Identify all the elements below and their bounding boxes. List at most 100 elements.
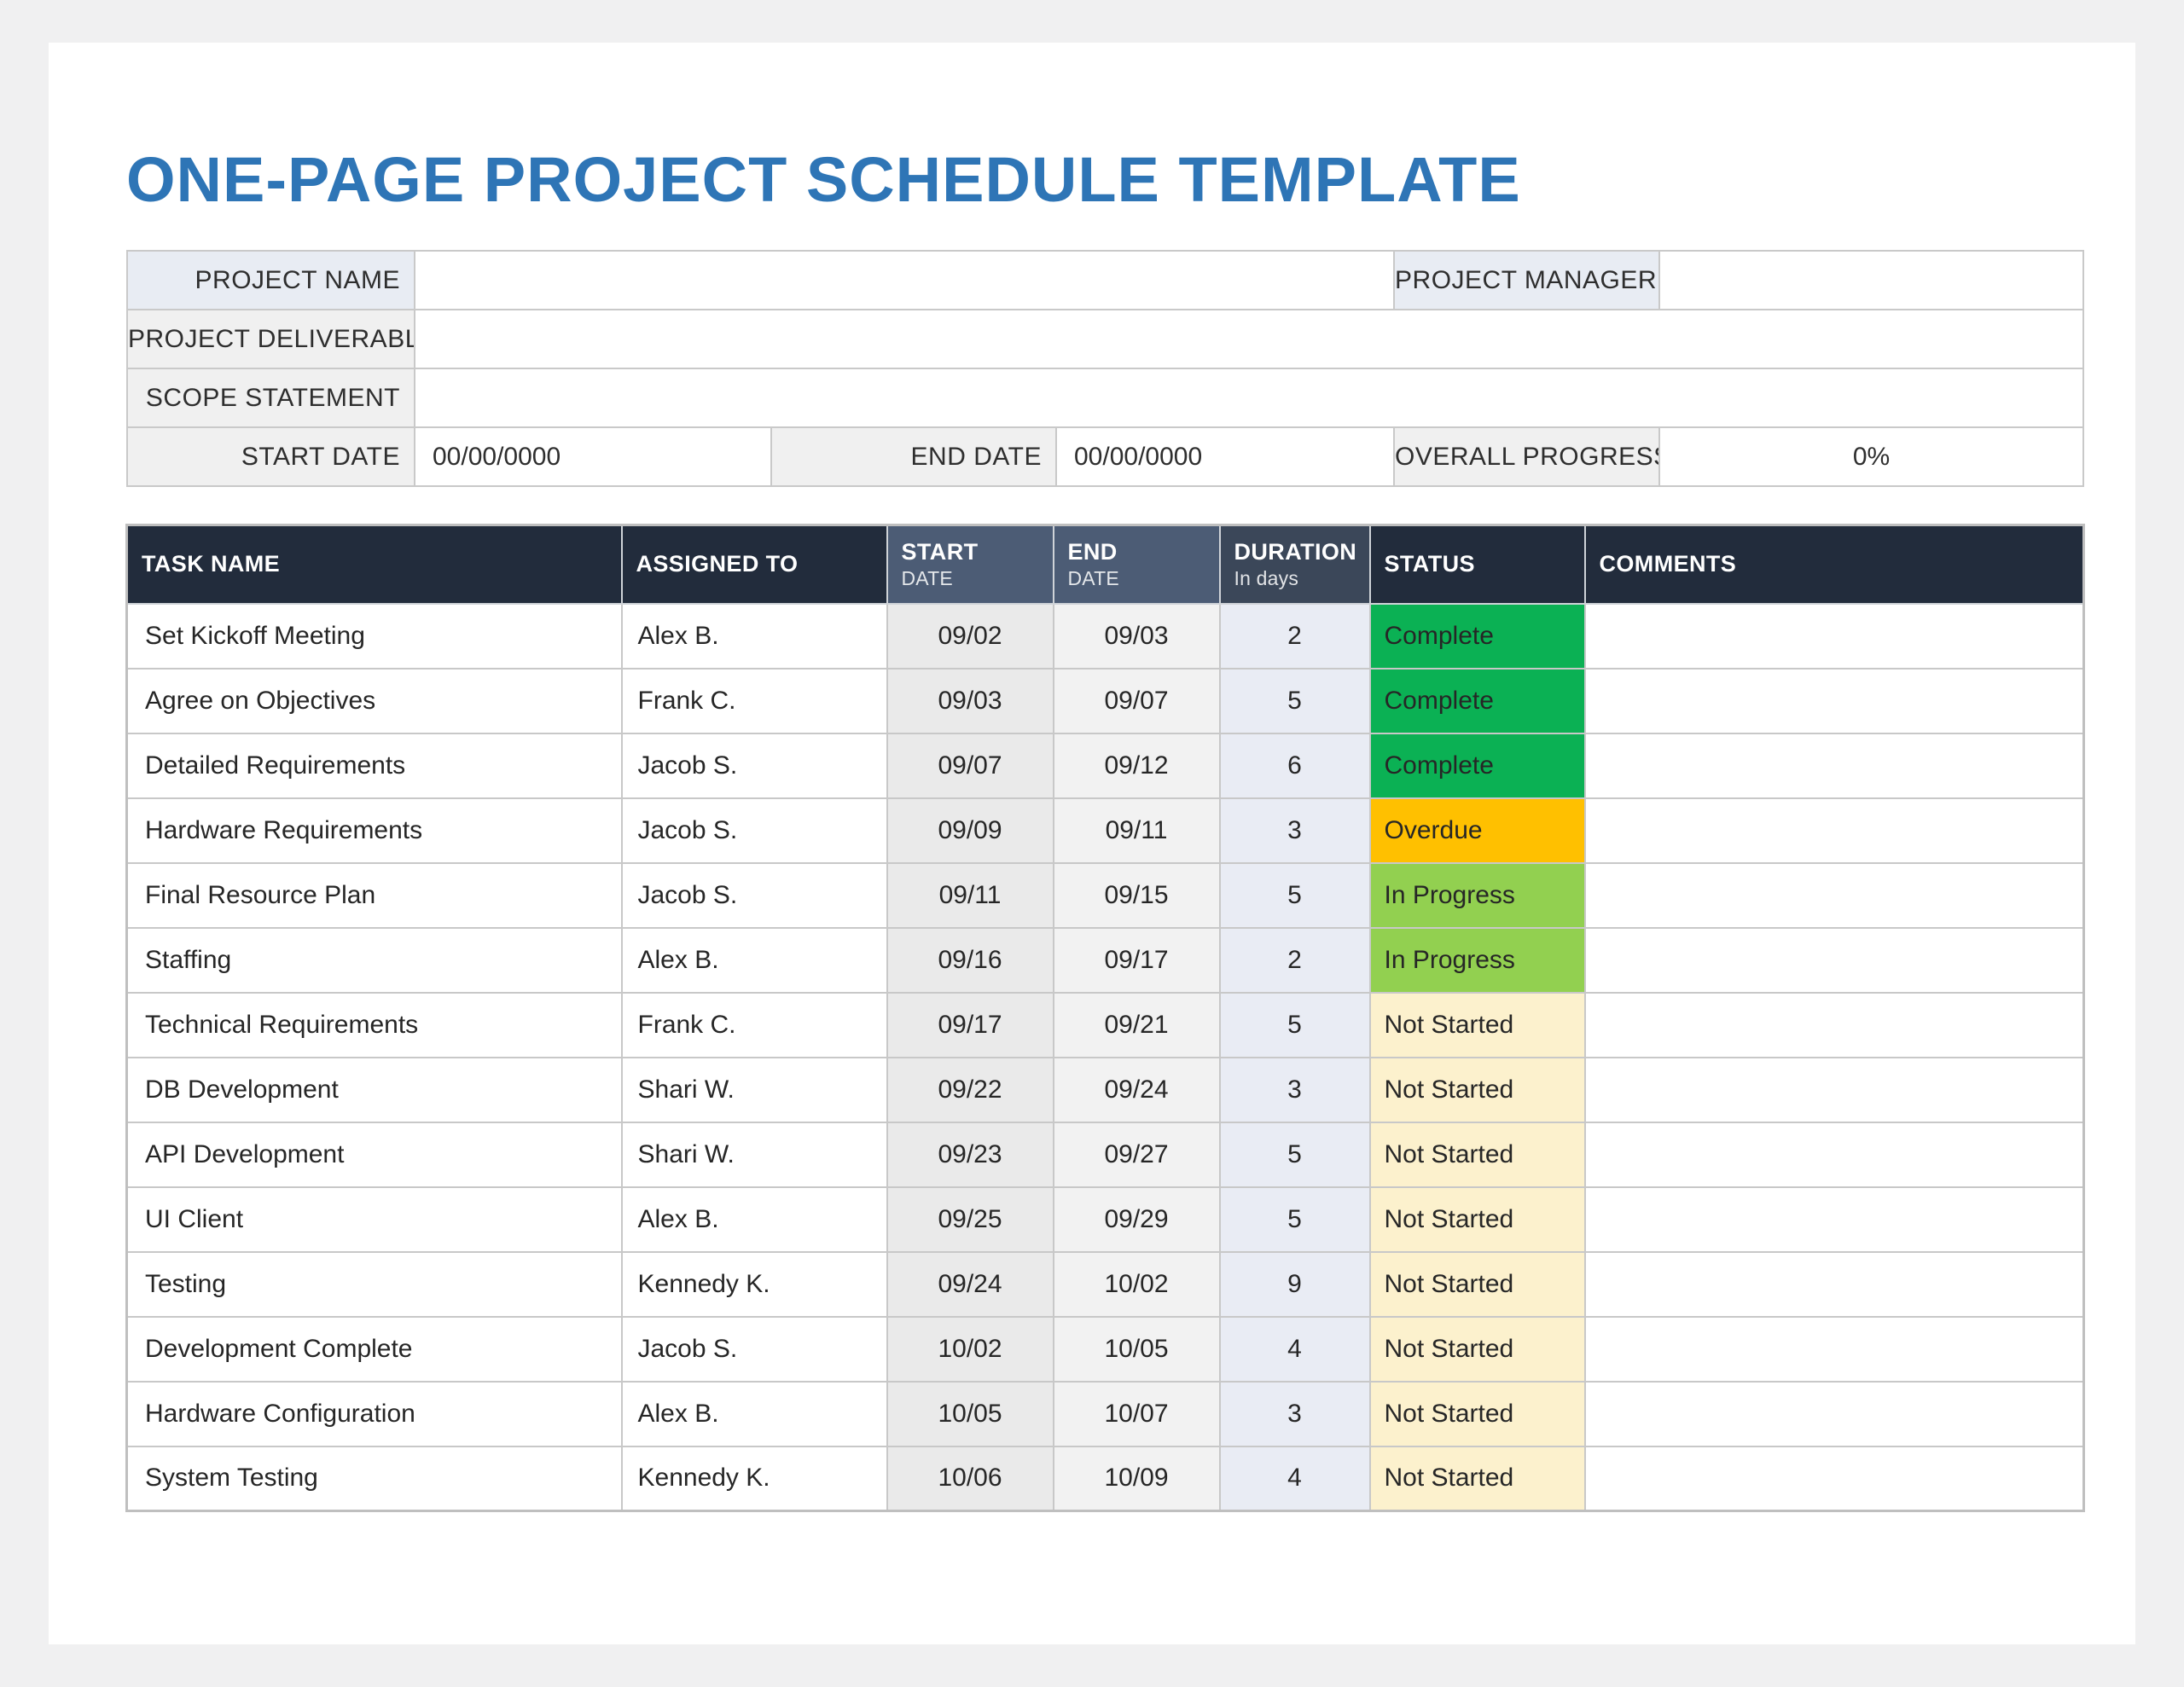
start-date-cell[interactable]: 10/06 <box>886 1445 1054 1512</box>
end-date-cell[interactable]: 09/15 <box>1052 861 1221 929</box>
comments-cell[interactable] <box>1583 1315 2085 1383</box>
comments-cell[interactable] <box>1583 667 2085 734</box>
comments-cell[interactable] <box>1583 991 2085 1058</box>
end-date-cell[interactable]: 10/05 <box>1052 1315 1221 1383</box>
start-date-cell[interactable]: 10/02 <box>886 1315 1054 1383</box>
duration-cell[interactable]: 3 <box>1218 797 1371 864</box>
status-cell[interactable]: In Progress <box>1368 861 1586 929</box>
start-date-cell[interactable]: 09/02 <box>886 602 1054 670</box>
start-date-cell[interactable]: 09/17 <box>886 991 1054 1058</box>
end-date-cell[interactable]: 09/17 <box>1052 926 1221 994</box>
assigned-to-cell[interactable]: Kennedy K. <box>620 1250 888 1318</box>
overall-progress-value[interactable]: 0% <box>1658 426 2085 487</box>
comments-cell[interactable] <box>1583 1186 2085 1253</box>
task-name-cell[interactable]: System Testing <box>125 1445 623 1512</box>
assigned-to-cell[interactable]: Jacob S. <box>620 732 888 799</box>
assigned-to-cell[interactable]: Alex B. <box>620 1380 888 1447</box>
task-name-cell[interactable]: Detailed Requirements <box>125 732 623 799</box>
status-cell[interactable]: Not Started <box>1368 1445 1586 1512</box>
start-date-cell[interactable]: 09/25 <box>886 1186 1054 1253</box>
end-date-cell[interactable]: 09/11 <box>1052 797 1221 864</box>
assigned-to-cell[interactable]: Jacob S. <box>620 1315 888 1383</box>
task-name-cell[interactable]: Technical Requirements <box>125 991 623 1058</box>
end-date-field[interactable]: 00/00/0000 <box>1054 426 1396 487</box>
duration-cell[interactable]: 3 <box>1218 1380 1371 1447</box>
assigned-to-cell[interactable]: Alex B. <box>620 602 888 670</box>
start-date-field[interactable]: 00/00/0000 <box>414 426 772 487</box>
task-name-cell[interactable]: DB Development <box>125 1056 623 1123</box>
assigned-to-cell[interactable]: Frank C. <box>620 991 888 1058</box>
duration-cell[interactable]: 5 <box>1218 1186 1371 1253</box>
end-date-cell[interactable]: 09/03 <box>1052 602 1221 670</box>
status-cell[interactable]: In Progress <box>1368 926 1586 994</box>
duration-cell[interactable]: 2 <box>1218 926 1371 994</box>
status-cell[interactable]: Not Started <box>1368 1056 1586 1123</box>
duration-cell[interactable]: 9 <box>1218 1250 1371 1318</box>
assigned-to-cell[interactable]: Alex B. <box>620 1186 888 1253</box>
end-date-cell[interactable]: 09/07 <box>1052 667 1221 734</box>
duration-cell[interactable]: 5 <box>1218 667 1371 734</box>
comments-cell[interactable] <box>1583 732 2085 799</box>
duration-cell[interactable]: 5 <box>1218 861 1371 929</box>
task-name-cell[interactable]: Staffing <box>125 926 623 994</box>
start-date-cell[interactable]: 09/23 <box>886 1121 1054 1188</box>
start-date-cell[interactable]: 09/22 <box>886 1056 1054 1123</box>
start-date-cell[interactable]: 10/05 <box>886 1380 1054 1447</box>
scope-statement-field[interactable] <box>413 368 2085 428</box>
comments-cell[interactable] <box>1583 926 2085 994</box>
duration-cell[interactable]: 6 <box>1218 732 1371 799</box>
comments-cell[interactable] <box>1583 861 2085 929</box>
task-name-cell[interactable]: Final Resource Plan <box>125 861 623 929</box>
assigned-to-cell[interactable]: Frank C. <box>620 667 888 734</box>
start-date-cell[interactable]: 09/11 <box>886 861 1054 929</box>
status-cell[interactable]: Complete <box>1368 602 1586 670</box>
start-date-cell[interactable]: 09/16 <box>886 926 1054 994</box>
status-cell[interactable]: Not Started <box>1368 1250 1586 1318</box>
duration-cell[interactable]: 2 <box>1218 602 1371 670</box>
comments-cell[interactable] <box>1583 602 2085 670</box>
duration-cell[interactable]: 5 <box>1218 991 1371 1058</box>
start-date-cell[interactable]: 09/07 <box>886 732 1054 799</box>
assigned-to-cell[interactable]: Alex B. <box>620 926 888 994</box>
assigned-to-cell[interactable]: Jacob S. <box>620 797 888 864</box>
task-name-cell[interactable]: Hardware Requirements <box>125 797 623 864</box>
status-cell[interactable]: Complete <box>1368 732 1586 799</box>
end-date-cell[interactable]: 09/21 <box>1052 991 1221 1058</box>
start-date-cell[interactable]: 09/24 <box>886 1250 1054 1318</box>
task-name-cell[interactable]: Hardware Configuration <box>125 1380 623 1447</box>
task-name-cell[interactable]: Development Complete <box>125 1315 623 1383</box>
end-date-cell[interactable]: 09/29 <box>1052 1186 1221 1253</box>
comments-cell[interactable] <box>1583 1380 2085 1447</box>
project-deliverable-field[interactable] <box>413 309 2085 369</box>
comments-cell[interactable] <box>1583 1056 2085 1123</box>
end-date-cell[interactable]: 10/07 <box>1052 1380 1221 1447</box>
status-cell[interactable]: Not Started <box>1368 991 1586 1058</box>
task-name-cell[interactable]: UI Client <box>125 1186 623 1253</box>
status-cell[interactable]: Complete <box>1368 667 1586 734</box>
start-date-cell[interactable]: 09/03 <box>886 667 1054 734</box>
duration-cell[interactable]: 4 <box>1218 1445 1371 1512</box>
project-manager-field[interactable] <box>1658 250 2085 310</box>
assigned-to-cell[interactable]: Shari W. <box>620 1056 888 1123</box>
status-cell[interactable]: Overdue <box>1368 797 1586 864</box>
end-date-cell[interactable]: 09/24 <box>1052 1056 1221 1123</box>
comments-cell[interactable] <box>1583 1250 2085 1318</box>
end-date-cell[interactable]: 10/09 <box>1052 1445 1221 1512</box>
task-name-cell[interactable]: Testing <box>125 1250 623 1318</box>
status-cell[interactable]: Not Started <box>1368 1380 1586 1447</box>
duration-cell[interactable]: 5 <box>1218 1121 1371 1188</box>
end-date-cell[interactable]: 09/27 <box>1052 1121 1221 1188</box>
status-cell[interactable]: Not Started <box>1368 1121 1586 1188</box>
assigned-to-cell[interactable]: Shari W. <box>620 1121 888 1188</box>
status-cell[interactable]: Not Started <box>1368 1315 1586 1383</box>
comments-cell[interactable] <box>1583 797 2085 864</box>
comments-cell[interactable] <box>1583 1121 2085 1188</box>
assigned-to-cell[interactable]: Kennedy K. <box>620 1445 888 1512</box>
comments-cell[interactable] <box>1583 1445 2085 1512</box>
duration-cell[interactable]: 3 <box>1218 1056 1371 1123</box>
duration-cell[interactable]: 4 <box>1218 1315 1371 1383</box>
end-date-cell[interactable]: 09/12 <box>1052 732 1221 799</box>
task-name-cell[interactable]: Agree on Objectives <box>125 667 623 734</box>
project-name-field[interactable] <box>413 250 1396 310</box>
task-name-cell[interactable]: API Development <box>125 1121 623 1188</box>
